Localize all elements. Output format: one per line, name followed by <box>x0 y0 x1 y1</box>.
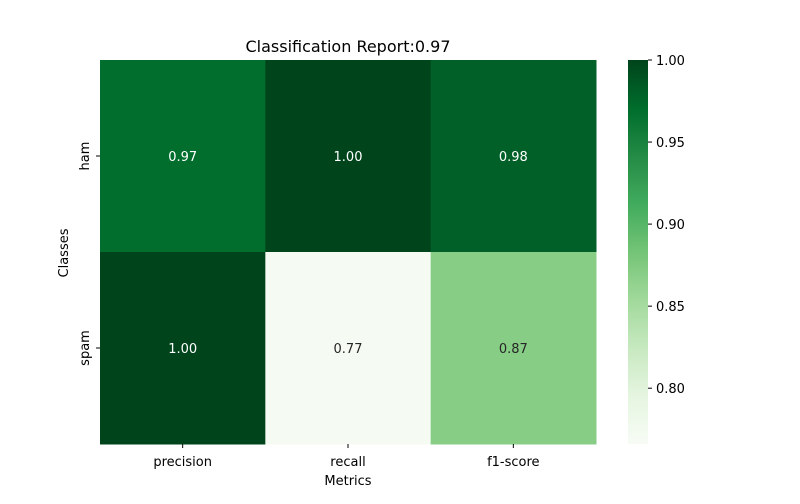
colorbar-tick-label: 0.95 <box>656 136 685 151</box>
x-axis-ticks: precision recall f1-score <box>153 444 540 470</box>
colorbar-ticks: 0.80 0.85 0.90 0.95 1.00 <box>648 54 685 397</box>
colorbar-tick-label: 1.00 <box>656 54 685 69</box>
cell-value-label: 0.98 <box>499 150 528 165</box>
x-tick-label: recall <box>330 455 365 470</box>
colorbar-tick-label: 0.80 <box>656 382 685 397</box>
y-axis-label: Classes <box>57 228 72 277</box>
cell-value-label: 0.77 <box>334 342 363 357</box>
heatmap-cell <box>430 60 597 253</box>
heatmap-cells <box>100 60 597 445</box>
y-tick-label: spam <box>78 330 93 366</box>
heatmap-cell <box>265 252 432 445</box>
cell-value-label: 1.00 <box>168 342 197 357</box>
colorbar-tick-label: 0.85 <box>656 300 685 315</box>
cell-value-label: 0.87 <box>499 342 528 357</box>
heatmap-cell <box>100 60 266 253</box>
x-axis-label: Metrics <box>324 474 371 489</box>
x-tick-label: precision <box>153 455 212 470</box>
heatmap-cell-labels: 0.97 1.00 0.98 1.00 0.77 0.87 <box>168 150 528 357</box>
y-axis-ticks: ham spam <box>78 142 100 366</box>
cell-value-label: 1.00 <box>334 150 363 165</box>
heatmap-cell <box>430 252 597 445</box>
colorbar-tick-label: 0.90 <box>656 218 685 233</box>
heatmap-cell <box>100 252 266 445</box>
colorbar <box>628 60 648 444</box>
cell-value-label: 0.97 <box>168 150 197 165</box>
chart-title: Classification Report:0.97 <box>245 37 450 56</box>
x-tick-label: f1-score <box>487 455 539 470</box>
heatmap-cell <box>265 60 432 253</box>
y-tick-label: ham <box>78 142 93 171</box>
